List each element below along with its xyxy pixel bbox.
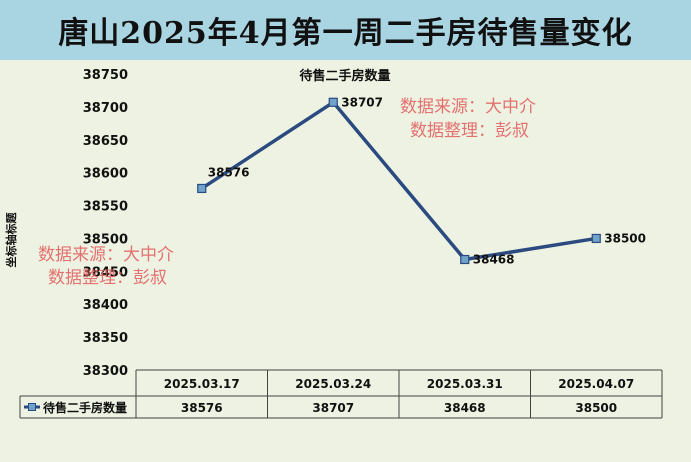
watermark-upper: 数据来源：大中介 数据整理：彭叔 <box>400 97 536 141</box>
watermark-lower: 数据来源：大中介 数据整理：彭叔 <box>38 245 174 288</box>
y-axis-ticks: 38750 38700 38650 38600 38550 38500 38450 38400… <box>83 68 128 379</box>
table-value-cell: 38707 <box>312 401 354 415</box>
data-label: 38500 <box>604 231 646 245</box>
table-value-cell: 38576 <box>181 401 223 415</box>
page-title: 唐山2025年4月第一周二手房待售量变化 <box>58 16 633 51</box>
data-label: 38468 <box>473 252 515 266</box>
y-tick-label: 38450 <box>83 265 128 280</box>
chart-title: 待售二手房数量 <box>298 68 390 84</box>
y-tick-label: 38700 <box>83 101 128 116</box>
data-point-marker <box>328 97 338 107</box>
watermark-editor-text: 数据整理：彭叔 <box>48 268 167 288</box>
x-category-label: 2025.04.07 <box>558 377 634 391</box>
y-tick-label: 38550 <box>83 200 128 215</box>
data-label: 38576 <box>208 165 250 179</box>
x-category-label: 2025.03.31 <box>427 377 503 391</box>
y-tick-label: 38400 <box>83 298 128 313</box>
plot-area: 38576 38707 38468 38500 <box>197 95 646 266</box>
data-point-marker <box>591 233 601 244</box>
x-category-label: 2025.03.24 <box>295 377 371 391</box>
table-value-cell: 38468 <box>444 401 486 415</box>
legend-marker-swatch <box>28 403 36 411</box>
y-tick-label: 38350 <box>83 331 128 346</box>
chart-panel: 38750 38700 38650 38600 38550 38500 38450 38400… <box>0 60 691 462</box>
y-tick-label: 38750 <box>83 68 128 83</box>
series-line <box>200 100 597 262</box>
x-category-label: 2025.03.17 <box>164 377 240 391</box>
watermark-editor-text: 数据整理：彭叔 <box>410 121 529 141</box>
y-tick-label: 38500 <box>83 232 128 247</box>
data-label: 38707 <box>341 95 383 109</box>
line-chart: 38750 38700 38650 38600 38550 38500 38450 38400… <box>4 68 663 419</box>
watermark-source-text: 数据来源：大中介 <box>400 97 536 117</box>
watermark-source-text: 数据来源：大中介 <box>38 245 174 265</box>
y-tick-label: 38300 <box>83 364 128 379</box>
y-axis-title: 坐标轴标题 <box>4 212 18 268</box>
legend-series-name: 待售二手房数量 <box>43 400 127 415</box>
table-value-cell: 38500 <box>575 401 617 415</box>
y-tick-label: 38600 <box>83 167 128 182</box>
y-tick-label: 38650 <box>83 134 128 149</box>
data-point-marker <box>197 183 207 194</box>
title-banner: 唐山2025年4月第一周二手房待售量变化 <box>0 0 691 61</box>
data-point-marker <box>460 254 470 265</box>
data-table: 2025.03.17 2025.03.24 2025.03.31 2025.04.07… <box>19 369 663 419</box>
